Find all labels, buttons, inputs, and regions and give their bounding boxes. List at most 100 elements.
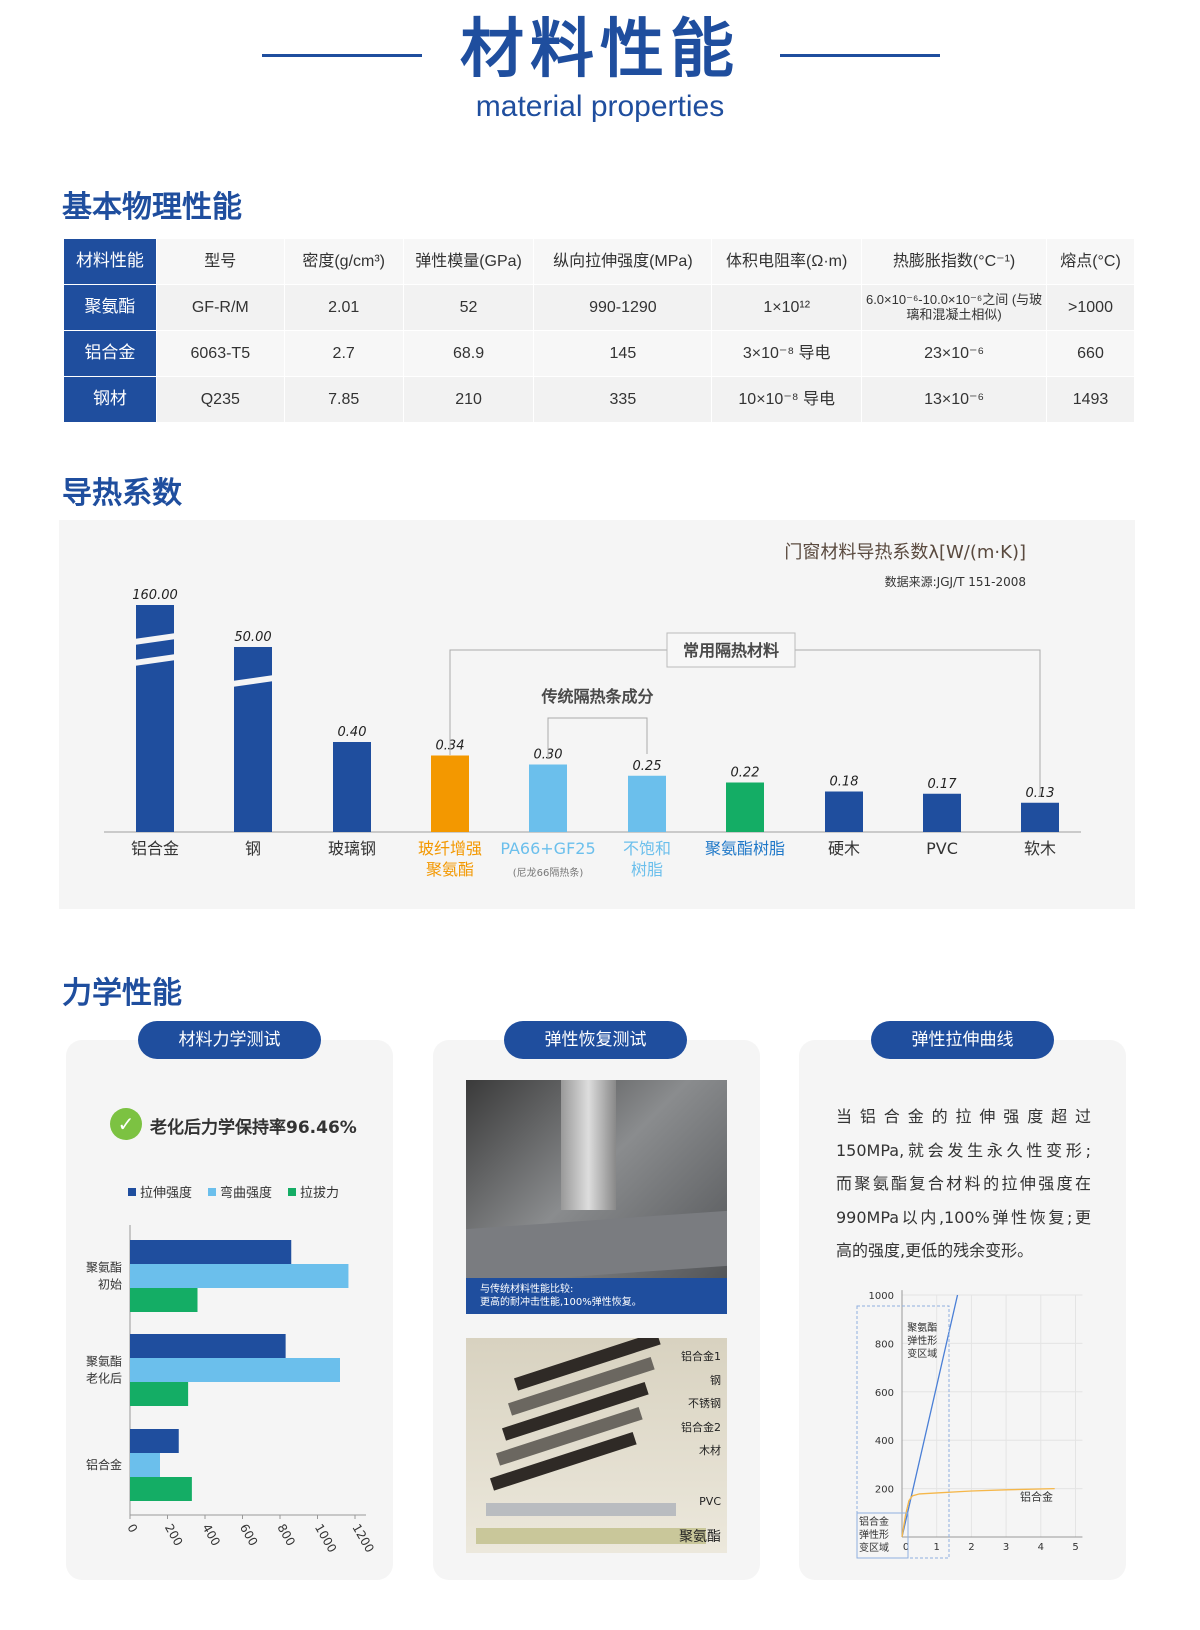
category-label: 软木 — [1024, 839, 1056, 858]
table-header-row: 材料性能 型号 密度(g/cm³) 弹性模量(GPa) 纵向拉伸强度(MPa) 体积电阻率… — [63, 238, 1135, 285]
category-label: 钢 — [245, 839, 261, 858]
table-cell: 10×10⁻⁸ 导电 — [711, 376, 863, 423]
region-label: 弹性形 — [907, 1334, 937, 1347]
table-cell: 68.9 — [402, 330, 535, 377]
sample-label: 铝合金1 — [681, 1350, 721, 1363]
section-basic-title: 基本物理性能 — [62, 190, 242, 225]
row-header-cell: 钢材 — [63, 376, 157, 423]
y-tick-label: 1000 — [869, 1291, 894, 1302]
region-label: 弹性形 — [859, 1528, 889, 1541]
table-cell: 弹性模量(GPa) — [402, 238, 535, 285]
bracket-traditional — [547, 717, 648, 758]
table-cell: 型号 — [155, 238, 285, 285]
bar — [1021, 802, 1059, 832]
sample-label: 木材 — [699, 1444, 721, 1457]
annotation-insulation: 常用隔热材料 — [683, 641, 779, 660]
table-cell: 纵向拉伸强度(MPa) — [533, 238, 713, 285]
thermal-chart: 门窗材料导热系数λ[W/(m·K)] 数据来源:JGJ/T 151-2008 160… — [104, 542, 1081, 879]
tick-label: 400 — [199, 1522, 223, 1549]
card-tensile-curve — [799, 1040, 1126, 1580]
sample-label: 聚氨酯 — [679, 1529, 721, 1545]
table-row: 铝合金 6063-T5 2.7 68.9 145 3×10⁻⁸ 导电 23×10⁻⁶ 660 — [63, 330, 1135, 377]
tick-label: 1000 — [312, 1522, 339, 1555]
series-line — [901, 1487, 1055, 1538]
legend-swatch — [128, 1188, 136, 1196]
x-tick-label: 1 — [934, 1542, 940, 1553]
sample-label: 铝合金2 — [681, 1421, 721, 1434]
table-cell: Q235 — [155, 376, 285, 423]
category-label: 聚氨酯树脂 — [705, 839, 785, 858]
category-label: 玻璃钢 — [328, 839, 376, 858]
value-label: 160.00 — [132, 588, 178, 603]
table-cell: 体积电阻率(Ω·m) — [711, 238, 863, 285]
table-cell: 2.7 — [283, 330, 404, 377]
sample-strip — [486, 1503, 676, 1516]
region-label: 聚氨酯 — [907, 1321, 937, 1334]
value-label: 0.17 — [928, 777, 958, 792]
curve-description: 当铝合金的拉伸强度超过 150MPa,就会发生永久性变形; 而聚氨酯复合材料的拉… — [836, 1100, 1091, 1268]
table-cell: 660 — [1046, 330, 1135, 377]
x-tick-label: 5 — [1072, 1542, 1078, 1553]
table-cell: 23×10⁻⁶ — [861, 330, 1048, 377]
check-icon: ✓ — [110, 1108, 142, 1140]
bar — [130, 1382, 189, 1406]
table-cell: 熔点(°C) — [1046, 238, 1135, 285]
test-base — [466, 1210, 727, 1285]
table-cell: 990-1290 — [533, 284, 713, 331]
test-fixture — [561, 1080, 616, 1210]
axis-break-mark — [134, 654, 176, 666]
text-line: 990MPa以内,100%弹性恢复;更 — [836, 1207, 1091, 1227]
bar — [130, 1334, 286, 1358]
pill-tensile-curve: 弹性拉伸曲线 — [871, 1021, 1054, 1059]
category-note: (尼龙66隔热条) — [513, 866, 584, 879]
bar — [923, 793, 961, 832]
y-tick-label: 600 — [875, 1388, 894, 1399]
category-label: 聚氨酯 — [86, 1355, 122, 1369]
bar — [130, 1477, 192, 1501]
text-line: 当铝合金的拉伸强度超过 — [836, 1107, 1091, 1126]
value-label: 0.22 — [731, 766, 760, 781]
x-tick-label: 0 — [903, 1542, 909, 1553]
sample-label: 不锈钢 — [688, 1397, 721, 1410]
table-cell: 6063-T5 — [155, 330, 285, 377]
category-label: 玻纤增强聚氨酯 — [417, 839, 482, 879]
category-label: 不饱和树脂 — [622, 839, 671, 879]
bar — [130, 1288, 198, 1312]
region-label: 变区域 — [907, 1347, 937, 1360]
chart-source: 数据来源:JGJ/T 151-2008 — [885, 574, 1026, 589]
section-mechanical-title: 力学性能 — [62, 976, 182, 1011]
table-cell: 52 — [402, 284, 535, 331]
page-subtitle: material properties — [475, 90, 725, 123]
table-cell: 3×10⁻⁸ 导电 — [711, 330, 863, 377]
bar — [726, 782, 764, 832]
region-label: 变区域 — [859, 1541, 889, 1554]
row-header-cell: 聚氨酯 — [63, 284, 157, 331]
table-row: 钢材 Q235 7.85 210 335 10×10⁻⁸ 导电 13×10⁻⁶ 1493 — [63, 376, 1135, 423]
tick-label: 200 — [162, 1522, 186, 1549]
bar — [130, 1240, 292, 1264]
axis-break-mark — [232, 675, 274, 687]
legend-label: 拉拔力 — [300, 1186, 339, 1201]
bar — [431, 755, 469, 832]
bar — [628, 775, 666, 832]
bar — [333, 742, 371, 832]
text-line: 150MPa,就会发生永久性变形; — [836, 1140, 1091, 1160]
tick-label: 0 — [124, 1522, 140, 1536]
section-thermal-title: 导热系数 — [62, 476, 182, 511]
sample-label: PVC — [699, 1495, 721, 1508]
pill-mechanical-test: 材料力学测试 — [138, 1021, 321, 1059]
bar — [529, 764, 567, 832]
y-tick-label: 200 — [875, 1485, 894, 1496]
chart-title: 门窗材料导热系数λ[W/(m·K)] — [784, 542, 1026, 563]
thermal-chart-panel: 门窗材料导热系数λ[W/(m·K)] 数据来源:JGJ/T 151-2008 160… — [59, 520, 1135, 909]
table-row: 聚氨酯 GF-R/M 2.01 52 990-1290 1×10¹² 6.0×10⁻⁶-10… — [63, 284, 1135, 331]
value-label: 0.25 — [633, 759, 662, 774]
retention-text: 老化后力学保持率96.46% — [150, 1118, 357, 1138]
row-header-cell: 铝合金 — [63, 330, 157, 377]
row-header-cell: 材料性能 — [63, 238, 157, 285]
photo-caption: 与传统材料性能比较: 更高的耐冲击性能,100%弹性恢复。 — [466, 1278, 727, 1314]
table-cell: 7.85 — [283, 376, 404, 423]
y-tick-label: 800 — [875, 1339, 894, 1350]
axis-break-mark — [134, 633, 176, 645]
